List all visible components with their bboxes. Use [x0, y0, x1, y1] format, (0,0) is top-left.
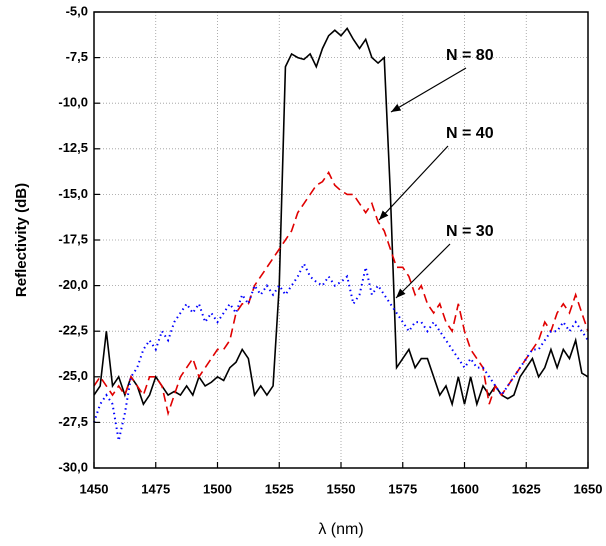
y-tick-label: -27,5 [58, 414, 88, 429]
grid [93, 11, 589, 469]
x-tick-label: 1500 [203, 481, 232, 496]
x-tick-label: 1600 [450, 481, 479, 496]
annotation: N = 40 [446, 125, 494, 142]
y-tick-label: -5,0 [66, 3, 88, 18]
y-tick-label: -25,0 [58, 368, 88, 383]
x-tick-label: 1575 [388, 481, 417, 496]
annotation: N = 30 [446, 223, 494, 240]
y-tick-label: -30,0 [58, 459, 88, 474]
x-tick-label: 1550 [327, 481, 356, 496]
x-tick-label: 1450 [80, 481, 109, 496]
y-tick-label: -7,5 [66, 49, 88, 64]
annotation-arrow [395, 243, 451, 299]
x-tick-label: 1475 [141, 481, 170, 496]
y-tick-label: -22,5 [58, 323, 88, 338]
annotation-arrow [378, 145, 449, 221]
x-axis-label: λ (nm) [318, 521, 363, 538]
series-line [93, 27, 589, 408]
annotation: N = 80 [446, 47, 494, 64]
series-line [93, 261, 589, 441]
y-axis-label: Reflectivity (dB) [13, 183, 30, 297]
x-tick-label: 1525 [265, 481, 294, 496]
y-tick-label: -15,0 [58, 186, 88, 201]
y-tick-label: -17,5 [58, 231, 88, 246]
y-tick-label: -20,0 [58, 277, 88, 292]
x-tick-label: 1650 [574, 481, 603, 496]
y-tick-label: -12,5 [58, 140, 88, 155]
lines [93, 27, 589, 441]
x-tick-label: 1625 [512, 481, 541, 496]
annotation-arrow [390, 67, 467, 113]
series-line [93, 170, 589, 417]
y-tick-label: -10,0 [58, 95, 88, 110]
